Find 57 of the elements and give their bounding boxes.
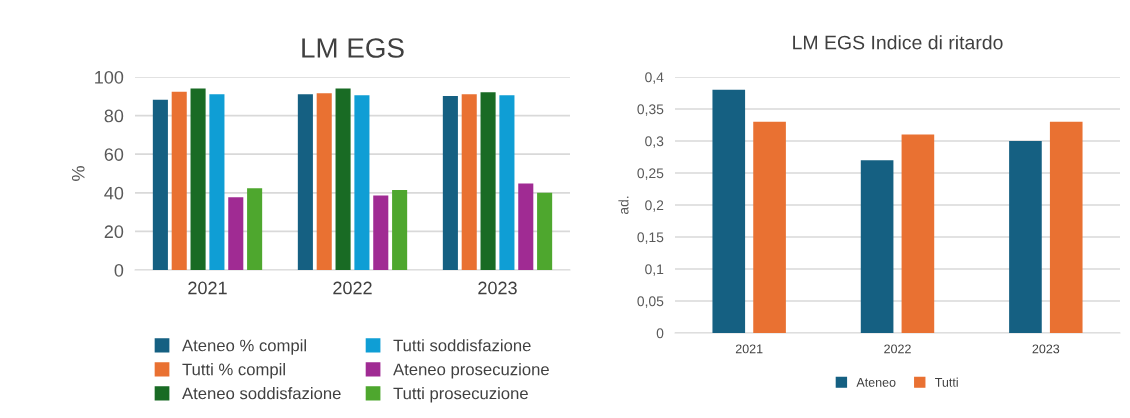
bar: [1009, 141, 1042, 333]
bar: [499, 95, 515, 270]
bar: [392, 189, 408, 270]
legend-label: Ateneo % compil: [182, 339, 306, 355]
x-tick-label: 2022: [884, 344, 911, 354]
chart-title: LM EGS: [302, 38, 404, 58]
y-tick-label: 0,4: [645, 72, 664, 84]
legend-label: Tutti: [935, 377, 958, 387]
bar: [901, 134, 935, 333]
bar: [316, 93, 332, 270]
x-tick-label: 2023: [1032, 344, 1060, 354]
bar: [373, 195, 389, 270]
bar: [753, 121, 786, 333]
bar: [480, 92, 496, 270]
bar: [860, 160, 894, 333]
legend-label: Tutti prosecuzione: [393, 387, 528, 403]
x-tick-label: 2022: [333, 281, 372, 295]
y-tick-label: 40: [104, 186, 124, 200]
y-tick-label: 0,1: [645, 264, 664, 276]
y-tick-label: 100: [95, 70, 124, 84]
bar: [335, 88, 351, 270]
bar: [209, 94, 225, 270]
y-tick-label: 0: [656, 328, 664, 339]
legend-label: Ateneo: [856, 378, 896, 387]
legend-label: Ateneo prosecuzione: [393, 363, 549, 379]
y-tick-label: 60: [104, 148, 124, 161]
legend-label: Tutti soddisfazione: [393, 339, 531, 352]
chart-title: LM EGS Indice di ritardo: [793, 35, 1003, 50]
y-axis-title: %: [71, 166, 85, 181]
y-tick-label: 0,2: [645, 200, 664, 212]
bar: [190, 88, 206, 270]
y-tick-label: 0,15: [637, 232, 664, 244]
bar: [152, 99, 168, 270]
legend-label: Tutti % compil: [182, 363, 285, 379]
bar: [518, 183, 534, 270]
y-axis-title: ad.: [618, 196, 629, 215]
y-tick-label: 80: [104, 109, 124, 123]
x-tick-label: 2021: [188, 281, 227, 295]
x-tick-label: 2021: [735, 344, 763, 354]
bar: [461, 94, 477, 270]
bar: [297, 94, 313, 270]
x-tick-label: 2023: [478, 281, 517, 295]
y-tick-label: 0: [114, 263, 124, 277]
bar: [1049, 121, 1083, 333]
bar: [712, 89, 746, 333]
legend-label: Ateneo soddisfazione: [182, 387, 341, 400]
y-tick-label: 0,35: [637, 104, 664, 116]
bar: [354, 95, 370, 270]
bar: [171, 91, 187, 270]
bar: [537, 192, 553, 270]
y-tick-label: 0,05: [637, 296, 664, 308]
bar: [228, 197, 244, 270]
y-tick-label: 0,25: [637, 168, 664, 180]
bar: [442, 95, 458, 270]
y-tick-label: 0,3: [645, 136, 664, 148]
y-tick-label: 20: [104, 225, 124, 239]
bar: [247, 188, 263, 270]
